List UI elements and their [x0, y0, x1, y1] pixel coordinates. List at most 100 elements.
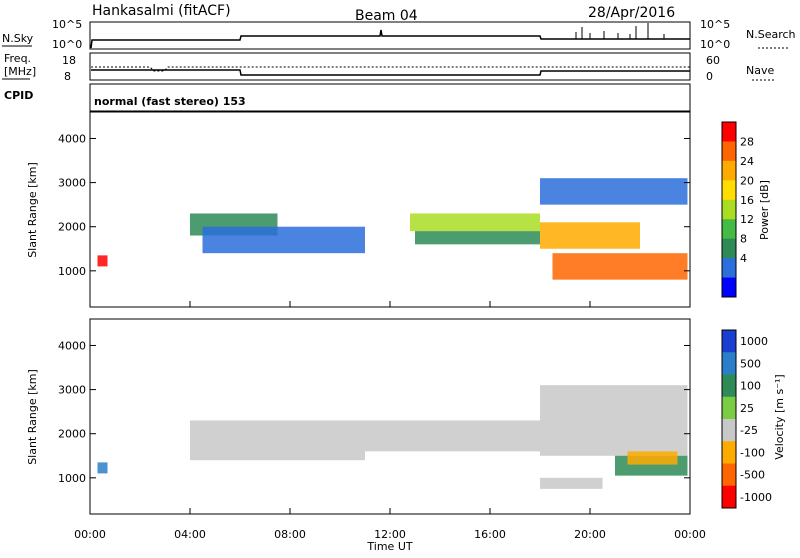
x-axis-label: Time UT — [366, 540, 412, 553]
velocity-colorbar-frame — [721, 329, 737, 509]
ytick-label: 4000 — [58, 132, 86, 145]
velocity-colorbar-cell — [722, 330, 736, 353]
cpid-strip: CPID normal (fast stereo) 153 — [4, 83, 691, 112]
velocity-colorbar: 1000 500 100 25 -25 -100 -500 -1000 — [721, 329, 772, 509]
velocity-colorbar-tick: 1000 — [740, 335, 768, 348]
nave-trace — [91, 66, 690, 72]
power-colorbar-cell — [722, 238, 736, 259]
xtick-label: 20:00 — [574, 528, 606, 541]
nsky-frame — [89, 21, 691, 50]
freq-tick-bottom: 8 — [64, 70, 71, 83]
nsky-tick-bottom: 10^0 — [52, 38, 82, 51]
ytick-label: 2000 — [58, 428, 86, 441]
xtick-label: 16:00 — [474, 528, 506, 541]
power-colorbar-cell — [722, 180, 736, 201]
nsky-label: N.Sky — [2, 32, 34, 45]
nsky-tick-top: 10^5 — [52, 18, 82, 31]
data-region-power-1 — [202, 226, 365, 254]
power-panel: 4000 3000 2000 1000 Slant Range [km] — [26, 111, 691, 308]
beam-label: Beam 04 — [355, 8, 418, 24]
nave-tick-bottom: 0 — [706, 70, 713, 83]
xtick-label: 00:00 — [674, 528, 706, 541]
velocity-colorbar-tick: 25 — [740, 402, 754, 415]
nsky-tick-bottom-right: 10^0 — [700, 38, 730, 51]
velocity-colorbar-tick: -25 — [740, 424, 758, 437]
xtick-label: 04:00 — [174, 528, 206, 541]
power-colorbar-cell — [722, 141, 736, 162]
freq-strip: Freq. [MHz] 18 8 60 0 Nave — [2, 52, 774, 83]
velocity-colorbar-tick: -100 — [740, 446, 765, 459]
freq-label-1: Freq. — [4, 52, 31, 65]
data-region-velocity-6 — [97, 462, 108, 474]
x-axis-ticks: 00:00 04:00 08:00 12:00 16:00 20:00 00:00 — [74, 301, 706, 541]
nsky-trace — [90, 29, 690, 49]
ytick-label: 1000 — [58, 472, 86, 485]
data-region-velocity-4 — [627, 451, 678, 465]
data-region-velocity-2 — [540, 385, 688, 456]
nave-tick-top: 60 — [706, 54, 720, 67]
velocity-colorbar-tick: 100 — [740, 380, 761, 393]
data-region-power-4 — [540, 222, 640, 249]
power-colorbar-tick: 16 — [740, 194, 754, 207]
velocity-colorbar-cell — [722, 396, 736, 420]
xtick-label: 12:00 — [374, 528, 406, 541]
velocity-panel: 4000 3000 2000 1000 Slant Range [km] — [26, 318, 691, 515]
data-region-velocity-5 — [540, 477, 603, 489]
velocity-colorbar-cell — [722, 441, 736, 464]
freq-label-2: [MHz] — [4, 65, 36, 78]
data-region-power-3 — [415, 231, 540, 245]
power-colorbar-cell — [722, 258, 736, 279]
velocity-colorbar-tick: -1000 — [740, 491, 772, 504]
velocity-colorbar-cell — [722, 463, 736, 487]
velocity-colorbar-cell — [722, 374, 736, 398]
power-colorbar-tick: 20 — [740, 174, 754, 187]
freq-frame — [89, 52, 691, 81]
velocity-colorbar-cell — [722, 485, 736, 509]
ytick-label: 4000 — [58, 339, 86, 352]
freq-trace — [91, 69, 690, 76]
velocity-data-regions — [97, 385, 688, 489]
velocity-colorbar-cell — [722, 419, 736, 442]
power-colorbar-tick: 28 — [740, 135, 754, 148]
ytick-label: 3000 — [58, 384, 86, 397]
power-yticks: 4000 3000 2000 1000 — [58, 132, 690, 278]
power-data-regions — [97, 178, 688, 280]
data-region-power-6 — [552, 253, 688, 280]
nsky-tick-top-right: 10^5 — [700, 18, 730, 31]
power-colorbar-cell — [722, 219, 736, 240]
power-colorbar-label: Power [dB] — [758, 180, 771, 240]
velocity-yticks: 4000 3000 2000 1000 — [58, 339, 690, 485]
cpid-label: CPID — [4, 89, 33, 102]
power-colorbar-cell — [722, 160, 736, 181]
ytick-label: 2000 — [58, 221, 86, 234]
cpid-text: normal (fast stereo) 153 — [94, 95, 246, 108]
cpid-frame — [89, 83, 691, 112]
nsearch-spikes — [575, 23, 665, 39]
power-colorbar-tick: 8 — [740, 233, 747, 246]
ytick-label: 3000 — [58, 177, 86, 190]
plot-title: Hankasalmi (fitACF) — [92, 3, 231, 19]
nsearch-label: N.Search — [746, 28, 796, 41]
date-label: 28/Apr/2016 — [588, 5, 675, 21]
velocity-ylabel: Slant Range [km] — [26, 369, 39, 465]
data-region-velocity-0 — [190, 420, 365, 461]
power-colorbar: 28 24 20 16 12 8 4 — [721, 121, 754, 298]
xtick-label: 08:00 — [274, 528, 306, 541]
power-colorbar-frame — [721, 121, 737, 298]
nsky-strip: N.Sky 10^5 10^0 10^5 10^0 N.Search — [2, 18, 796, 51]
velocity-colorbar-label: Velocity [m s⁻¹] — [773, 374, 786, 459]
power-colorbar-cell — [722, 199, 736, 220]
nave-label: Nave — [746, 64, 774, 77]
freq-tick-top: 18 — [62, 54, 76, 67]
data-region-velocity-1 — [365, 420, 540, 452]
power-colorbar-tick: 4 — [740, 252, 747, 265]
power-colorbar-tick: 24 — [740, 155, 754, 168]
ytick-label: 1000 — [58, 265, 86, 278]
power-colorbar-cell — [722, 122, 736, 142]
data-region-power-7 — [97, 255, 108, 267]
data-region-power-2 — [410, 213, 540, 232]
data-region-power-5 — [540, 178, 688, 205]
velocity-colorbar-tick: 500 — [740, 357, 761, 370]
power-colorbar-tick: 12 — [740, 213, 754, 226]
